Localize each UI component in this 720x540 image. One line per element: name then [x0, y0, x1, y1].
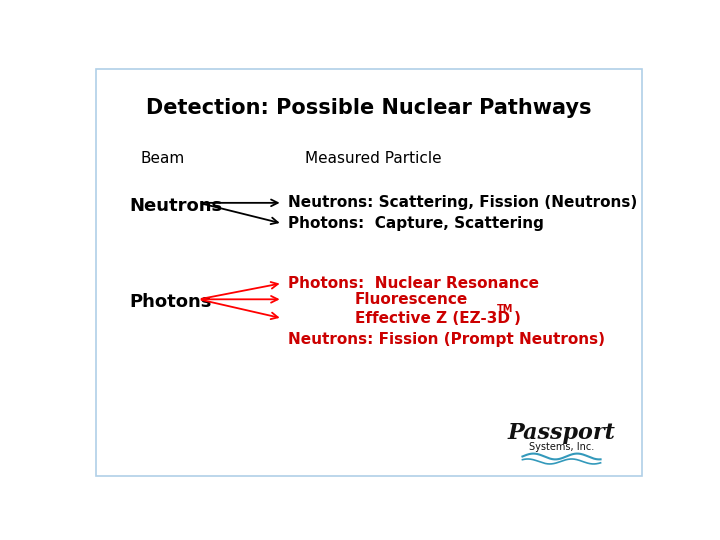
Text: Photons:  Nuclear Resonance: Photons: Nuclear Resonance: [288, 275, 539, 291]
Text: Photons: Photons: [129, 293, 212, 311]
Text: Neutrons: Neutrons: [129, 197, 222, 215]
Text: Neutrons: Scattering, Fission (Neutrons): Neutrons: Scattering, Fission (Neutrons): [288, 195, 637, 211]
Text: Detection: Possible Nuclear Pathways: Detection: Possible Nuclear Pathways: [146, 98, 592, 118]
Text: Systems, Inc.: Systems, Inc.: [529, 442, 594, 453]
Text: TM: TM: [498, 305, 513, 314]
Text: Measured Particle: Measured Particle: [305, 151, 441, 166]
Text: ): ): [514, 311, 521, 326]
Text: Photons:  Capture, Scattering: Photons: Capture, Scattering: [288, 216, 544, 231]
Text: Effective Z (EZ-3D: Effective Z (EZ-3D: [355, 311, 510, 326]
Text: Beam: Beam: [140, 151, 184, 166]
Text: Passport: Passport: [508, 422, 616, 444]
Text: Neutrons: Fission (Prompt Neutrons): Neutrons: Fission (Prompt Neutrons): [288, 332, 605, 347]
Text: Fluorescence: Fluorescence: [355, 292, 468, 307]
